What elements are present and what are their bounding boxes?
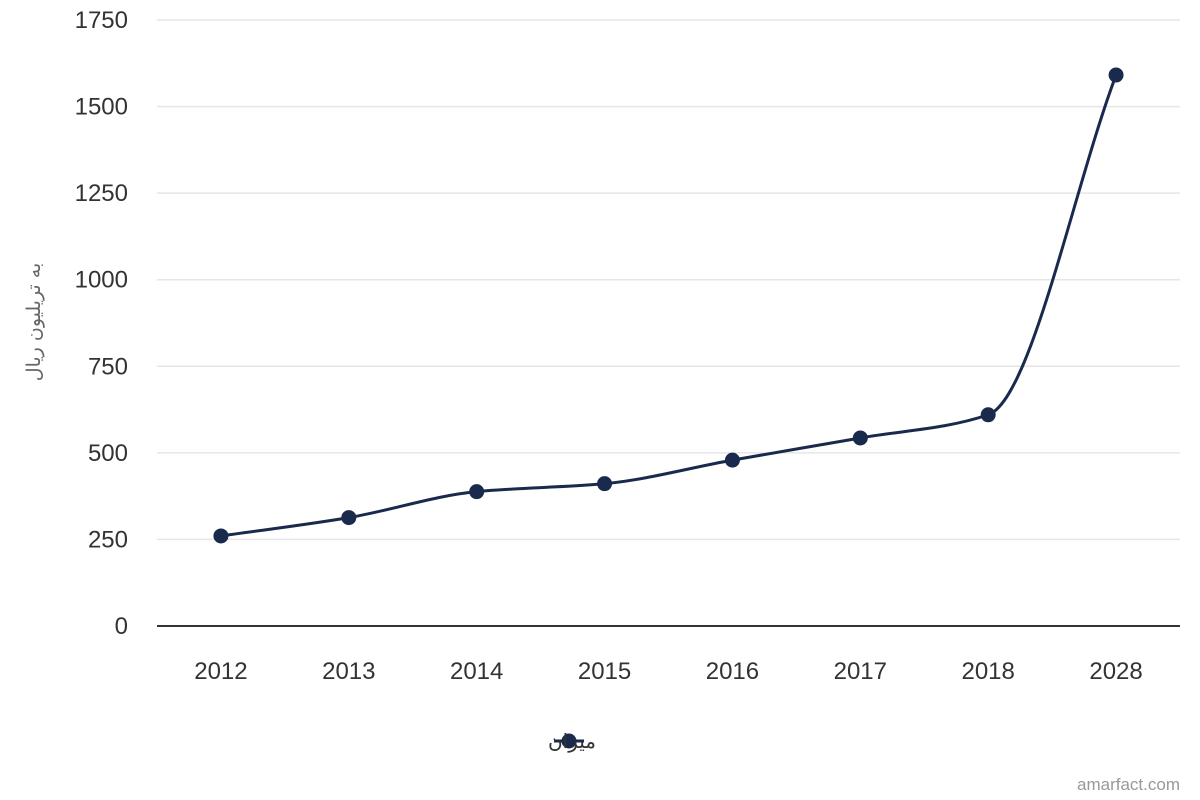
x-tick-label: 2018	[961, 658, 1014, 685]
y-tick-label: 250	[88, 526, 128, 553]
data-point[interactable]	[724, 452, 740, 468]
y-tick-label: 500	[88, 440, 128, 467]
x-tick-label: 2013	[322, 658, 375, 685]
credits-link[interactable]: amarfact.com	[1077, 775, 1180, 794]
series-line	[219, 73, 1118, 538]
x-tick-label: 2017	[834, 658, 887, 685]
x-tick-label: 2014	[450, 658, 503, 685]
y-tick-label: 1000	[75, 267, 128, 294]
legend-item[interactable]: میزان	[548, 729, 596, 753]
y-tick-label: 750	[88, 353, 128, 380]
data-point[interactable]	[597, 476, 613, 492]
data-point[interactable]	[213, 528, 229, 544]
y-axis-tick-labels: 0 250 500 750 1000 1250 1500 1750	[75, 7, 128, 640]
grid-lines	[157, 19, 1180, 541]
x-tick-label: 2015	[578, 658, 631, 685]
y-tick-label: 1500	[75, 94, 128, 121]
y-tick-label: 0	[115, 613, 128, 640]
data-point[interactable]	[1108, 67, 1124, 83]
y-tick-label: 1250	[75, 180, 128, 207]
x-tick-label: 2028	[1089, 658, 1142, 685]
data-point[interactable]	[469, 484, 485, 500]
y-tick-label: 1750	[75, 7, 128, 34]
data-points	[213, 67, 1124, 544]
x-tick-label: 2012	[194, 658, 247, 685]
x-tick-label: 2016	[706, 658, 759, 685]
x-axis-tick-labels: 2012 2013 2014 2015 2016 2017 2018 2028	[194, 658, 1143, 685]
legend-marker-symbol	[561, 733, 577, 749]
y-axis-title: به تریلیون ریال	[23, 263, 45, 381]
data-point[interactable]	[852, 430, 868, 446]
data-point[interactable]	[341, 510, 357, 526]
legend-label: میزان	[548, 729, 596, 753]
data-point[interactable]	[980, 407, 996, 423]
